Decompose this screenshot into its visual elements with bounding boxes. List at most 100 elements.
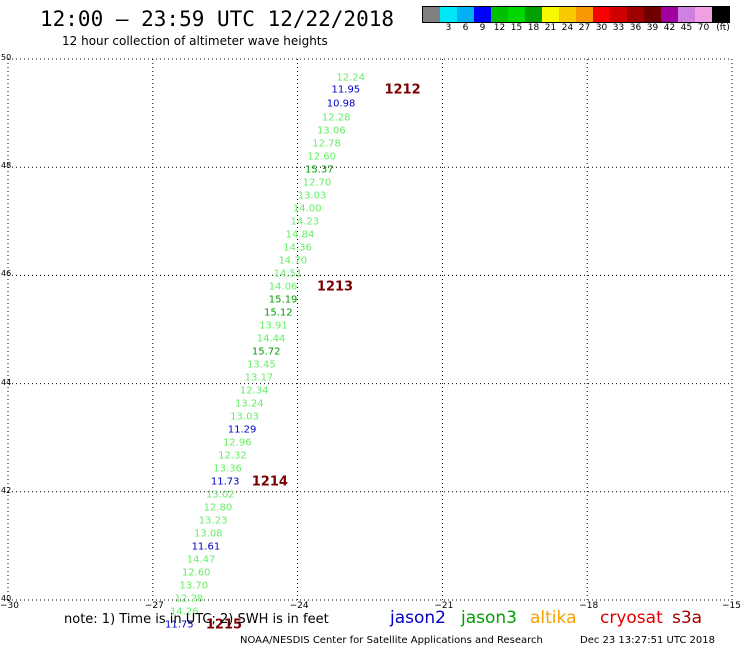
wave-height-value: 14.36 xyxy=(283,242,312,254)
x-tick-label: −27 xyxy=(144,601,164,611)
wave-height-value: 13.70 xyxy=(179,580,209,592)
page-subtitle: 12 hour collection of altimeter wave hei… xyxy=(62,34,328,48)
y-tick-label: 42 xyxy=(1,485,12,495)
legend-swatch xyxy=(542,7,559,22)
wave-height-value: 14.84 xyxy=(285,229,315,241)
legend-swatch xyxy=(440,7,457,22)
timestamp: Dec 23 13:27:51 UTC 2018 xyxy=(580,635,715,646)
wave-height-value: 11.29 xyxy=(227,424,257,436)
pass-number-label: 1215 xyxy=(205,617,243,633)
legend-swatch xyxy=(576,7,593,22)
legend-bin-label: 45 xyxy=(680,23,693,33)
legend-swatch xyxy=(712,7,729,22)
wave-height-value: 12.60 xyxy=(181,567,211,579)
wave-height-value: 14.26 xyxy=(169,606,199,618)
wave-height-value: 12.32 xyxy=(218,450,247,462)
wave-height-value: 13.23 xyxy=(198,515,228,527)
x-tick-label: −21 xyxy=(434,601,454,611)
credit-line: NOAA/NESDIS Center for Satellite Applica… xyxy=(240,635,543,646)
legend-swatch xyxy=(491,7,508,22)
wave-height-value: 13.36 xyxy=(213,463,242,475)
x-tick-label: −30 xyxy=(0,601,19,611)
legend-swatch xyxy=(695,7,712,22)
wave-height-value: 12.60 xyxy=(307,151,337,163)
legend-swatch xyxy=(559,7,576,22)
pass-number-label: 1213 xyxy=(316,279,354,295)
pass-number-label: 1212 xyxy=(384,82,421,98)
legend-bin-label: 39 xyxy=(646,23,659,33)
satellite-name-cryosat: cryosat xyxy=(600,608,663,628)
wave-height-value: 10.98 xyxy=(326,98,356,110)
wave-height-value: 14.47 xyxy=(186,554,216,566)
legend-bin-label: 9 xyxy=(479,23,486,33)
legend-bin-label: 27 xyxy=(578,23,591,33)
footnote: note: 1) Time is in UTC; 2) SWH is in fe… xyxy=(64,612,329,627)
legend-bin-label: 12 xyxy=(493,23,506,33)
wave-height-value: 13.08 xyxy=(193,528,223,540)
x-tick-label: −18 xyxy=(579,601,599,611)
wave-height-value: 12.28 xyxy=(321,112,351,124)
wave-height-value: 13.03 xyxy=(297,190,327,202)
wave-height-value: 12.78 xyxy=(312,138,341,150)
wave-height-value: 15.72 xyxy=(251,346,281,358)
y-tick-label: 40 xyxy=(1,594,12,603)
satellite-name-altika: altika xyxy=(530,608,577,628)
wave-height-value: 13.91 xyxy=(259,320,288,332)
color-legend xyxy=(422,6,730,23)
wave-height-value: 12.24 xyxy=(336,72,366,84)
wave-height-value: 13.24 xyxy=(235,398,264,410)
wave-height-value: 14.70 xyxy=(278,255,308,267)
wave-height-value: 14.23 xyxy=(290,216,320,228)
legend-swatch xyxy=(508,7,525,22)
legend-unit: (ft) xyxy=(716,23,730,33)
legend-bin-label: 42 xyxy=(663,23,676,33)
pass-number-label: 1214 xyxy=(251,474,288,490)
legend-bin-label: 33 xyxy=(612,23,625,33)
page-title: 12:00 – 23:59 UTC 12/22/2018 xyxy=(40,7,395,31)
legend-bin-label: 3 xyxy=(445,23,452,33)
wave-height-value: 13.17 xyxy=(244,372,274,384)
wave-height-value: 11.61 xyxy=(191,541,221,553)
legend-swatch xyxy=(593,7,610,22)
wave-height-value: 14.00 xyxy=(292,203,322,215)
wave-height-value: 12.80 xyxy=(203,502,233,514)
wave-height-value: 13.03 xyxy=(230,411,259,423)
satellite-name-jason2: jason2 xyxy=(390,608,446,628)
x-tick-label: −15 xyxy=(722,601,740,611)
satellite-name-s3a: s3a xyxy=(672,608,703,628)
wave-height-value: 15.19 xyxy=(268,294,298,306)
map-plot xyxy=(7,58,733,601)
legend-bin-label: 70 xyxy=(697,23,710,33)
wave-height-value: 14.51 xyxy=(273,268,303,280)
legend-bin-label: 18 xyxy=(527,23,540,33)
wave-height-value: 15.12 xyxy=(263,307,293,319)
legend-swatch xyxy=(627,7,644,22)
wave-height-value: 14.06 xyxy=(268,281,298,293)
legend-bin-label: 6 xyxy=(462,23,469,33)
satellite-name-jason3: jason3 xyxy=(461,608,517,628)
legend-bin-label: 15 xyxy=(510,23,523,33)
x-tick-label: −24 xyxy=(289,601,309,611)
wave-height-value: 11.73 xyxy=(210,476,240,488)
y-tick-label: 50 xyxy=(1,53,12,62)
legend-swatch xyxy=(610,7,627,22)
wave-height-value: 12.34 xyxy=(239,385,269,397)
wave-height-value: 12.96 xyxy=(222,437,252,449)
legend-swatch xyxy=(678,7,695,22)
wave-height-value: 12.28 xyxy=(174,593,204,605)
wave-height-value: 14.44 xyxy=(256,333,286,345)
grid-lines xyxy=(7,58,733,601)
y-tick-label: 48 xyxy=(1,161,12,171)
legend-swatch xyxy=(423,7,440,22)
legend-bin-label: 36 xyxy=(629,23,642,33)
wave-height-value: 12.70 xyxy=(302,177,332,189)
legend-swatch xyxy=(644,7,661,22)
wave-height-value: 13.02 xyxy=(206,489,235,501)
wave-height-value: 11.95 xyxy=(331,84,361,96)
legend-swatch xyxy=(525,7,542,22)
legend-swatch xyxy=(661,7,678,22)
wave-height-value: 11.75 xyxy=(165,619,194,631)
legend-swatch xyxy=(474,7,491,22)
legend-bin-label: 24 xyxy=(561,23,574,33)
y-tick-label: 46 xyxy=(1,269,12,279)
